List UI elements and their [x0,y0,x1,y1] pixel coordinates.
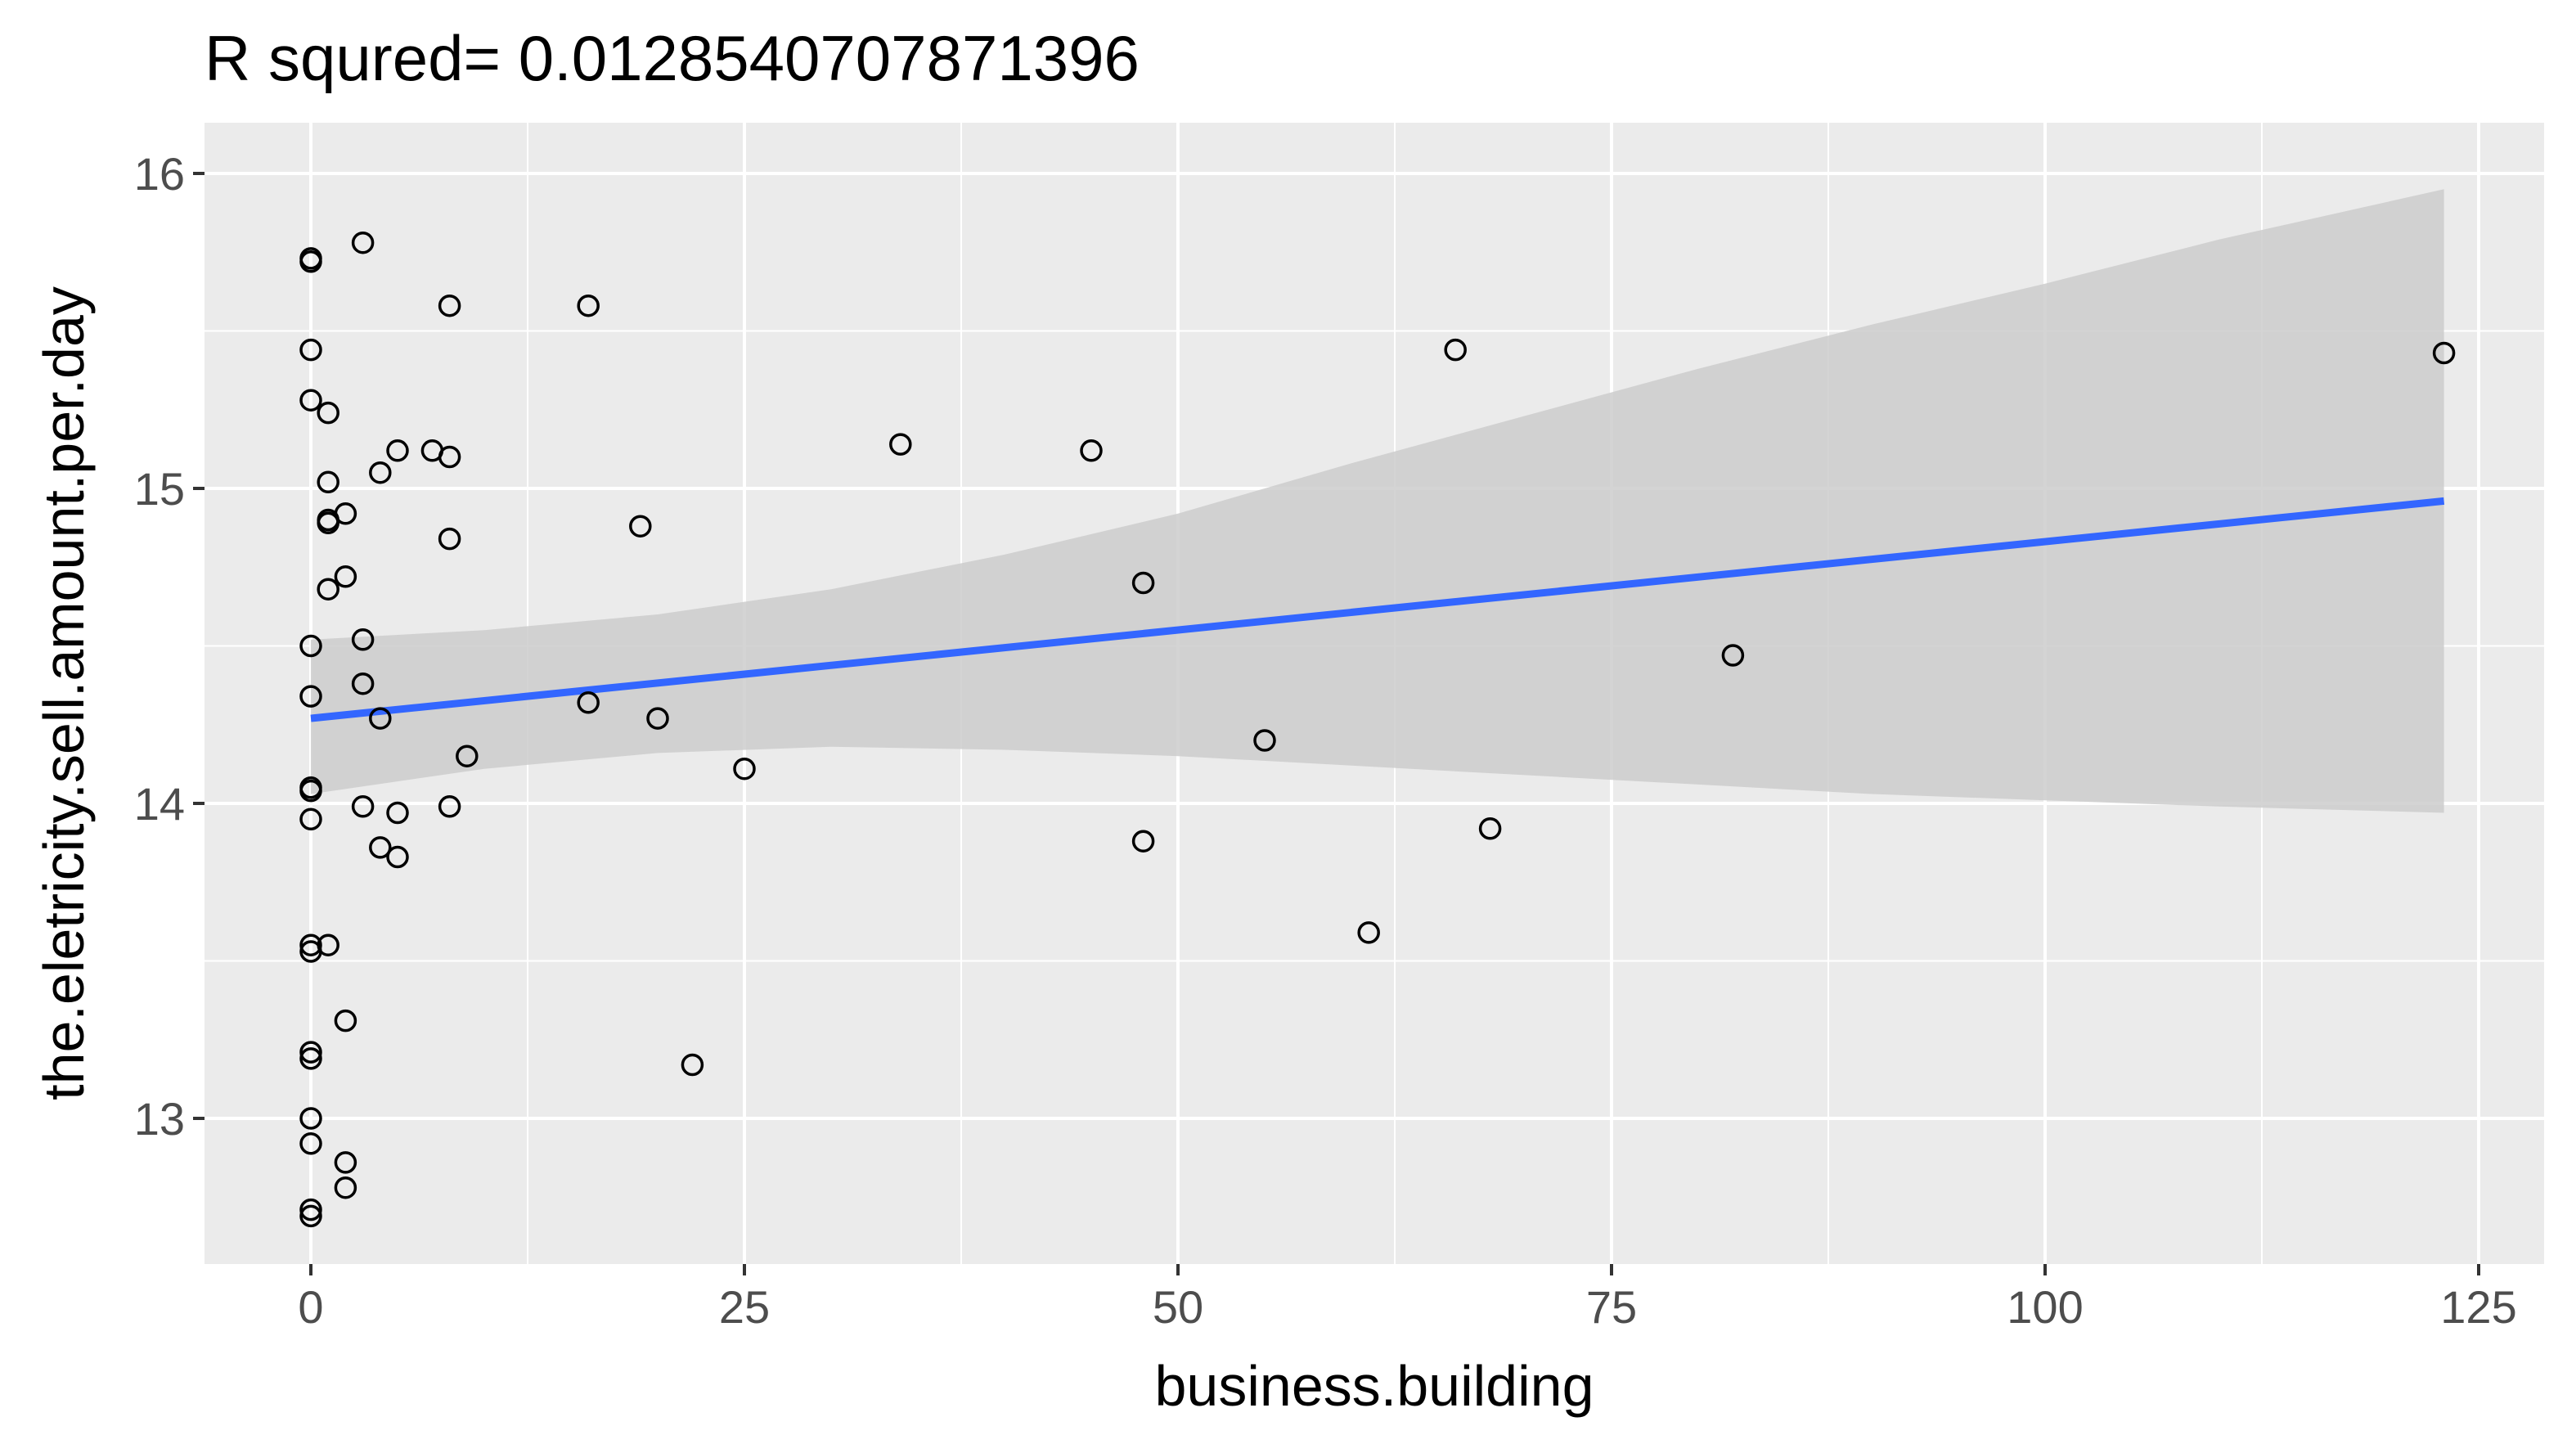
data-point [386,845,409,869]
data-point [351,672,375,695]
regression-line [310,497,2445,722]
data-point [1131,571,1155,595]
data-point [386,801,409,825]
data-point [317,578,339,601]
data-point [438,294,461,317]
data-point [299,1204,322,1228]
data-point [299,940,322,963]
data-point [299,389,322,412]
x-tick-label: 50 [1153,1281,1203,1333]
chart-title: R squred= 0.0128540707871396 [205,22,1140,94]
data-point [299,1047,322,1070]
data-point [456,744,479,767]
data-point [1478,817,1502,840]
x-tick-label: 0 [298,1281,323,1333]
data-point [317,511,339,535]
x-tick-label: 75 [1586,1281,1637,1333]
y-tick-label: 14 [134,778,185,830]
data-point [299,779,322,803]
x-tick-label: 100 [2007,1281,2083,1333]
y-axis-title: the.eletricity.sell.amount.per.day [32,286,96,1100]
data-point [369,707,392,730]
data-point [351,628,375,651]
y-tick-label: 13 [134,1093,185,1145]
data-point [438,795,461,818]
data-point [334,1176,357,1199]
data-point [733,757,756,780]
data-point [1357,921,1380,944]
data-point [2432,341,2456,365]
y-tick-label: 15 [134,463,185,515]
data-point [299,634,322,658]
data-point [299,1041,322,1064]
data-point [629,515,652,538]
data-point [1253,729,1276,752]
data-point [334,1009,357,1032]
data-point [334,565,357,588]
data-point [1131,830,1155,852]
confidence-band [311,189,2444,813]
data-point [334,1151,357,1174]
data-point [438,527,461,551]
data-point [438,445,461,469]
data-point [386,439,409,462]
data-point [351,231,375,254]
data-point [299,1107,322,1130]
data-point [299,1132,322,1155]
x-tick-label: 125 [2440,1281,2516,1333]
y-axis: 13 14 15 16 [134,148,205,1145]
data-point [369,836,392,859]
data-point [299,250,322,273]
data-point [299,933,322,956]
x-axis-title: business.building [1154,1354,1594,1418]
x-tick-label: 25 [719,1281,770,1333]
data-point [299,807,322,831]
y-tick-label: 16 [134,148,185,200]
data-point [646,707,669,730]
data-point [577,691,600,714]
data-point [1444,338,1467,362]
data-point [577,294,600,317]
data-point [299,338,322,362]
data-point [317,470,339,494]
data-point [681,1053,704,1077]
data-point [299,1198,322,1221]
data-point [299,685,322,708]
data-point [317,401,339,425]
data-point [889,433,912,456]
x-axis: 0 25 50 75 100 125 [298,1264,2517,1333]
data-point [351,795,375,818]
data-point [1721,644,1745,667]
data-point [1080,439,1103,462]
data-points [299,231,2456,1228]
data-point [369,461,392,484]
